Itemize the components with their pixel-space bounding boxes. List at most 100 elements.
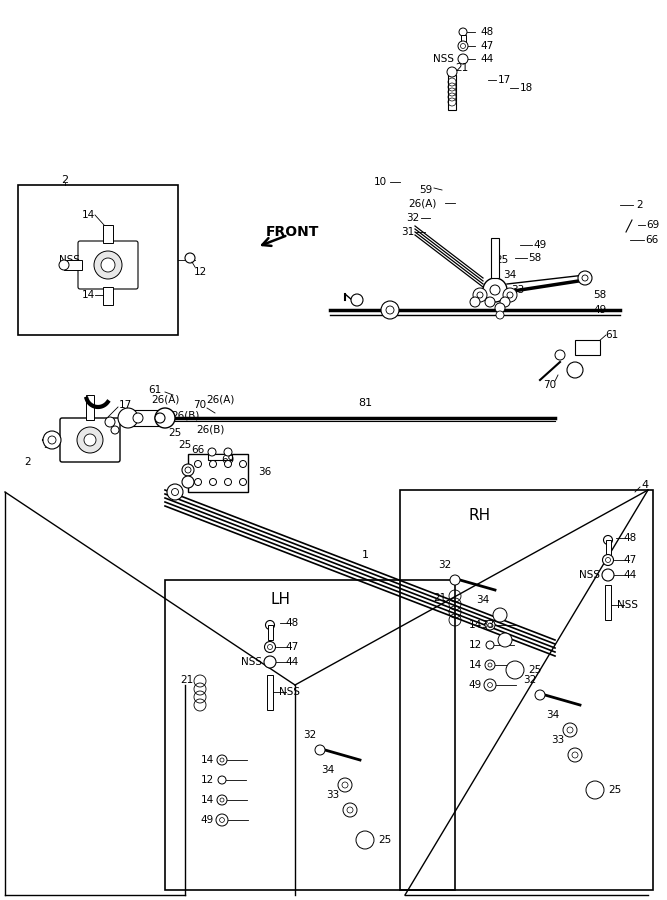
Circle shape: [470, 297, 480, 307]
Text: 14: 14: [200, 795, 213, 805]
Circle shape: [604, 536, 612, 544]
Text: 12: 12: [193, 267, 207, 277]
Circle shape: [484, 679, 496, 691]
Bar: [64, 260, 82, 270]
Circle shape: [267, 644, 273, 650]
Text: 32: 32: [406, 213, 420, 223]
Text: 17: 17: [118, 400, 131, 410]
Text: 36: 36: [258, 467, 271, 477]
Circle shape: [582, 275, 588, 281]
Text: 25: 25: [178, 440, 191, 450]
Circle shape: [315, 745, 325, 755]
Circle shape: [101, 258, 115, 272]
Circle shape: [351, 294, 363, 306]
Text: LH: LH: [270, 592, 290, 608]
Text: 25: 25: [528, 665, 542, 675]
Bar: [605, 585, 611, 620]
Circle shape: [167, 484, 183, 500]
Text: 17: 17: [498, 75, 511, 85]
Text: 2: 2: [25, 457, 31, 467]
Circle shape: [225, 461, 231, 467]
Circle shape: [195, 479, 201, 485]
Bar: [448, 75, 456, 110]
Circle shape: [219, 817, 224, 823]
Text: 14: 14: [468, 620, 482, 630]
Text: 4: 4: [642, 480, 648, 490]
Text: 44: 44: [480, 54, 494, 64]
Text: 47: 47: [285, 642, 299, 652]
Circle shape: [343, 803, 357, 817]
Circle shape: [118, 408, 138, 428]
Bar: [103, 287, 113, 305]
Text: 18: 18: [131, 413, 145, 423]
Circle shape: [209, 479, 217, 485]
Circle shape: [488, 682, 492, 688]
Circle shape: [185, 467, 191, 473]
Circle shape: [458, 54, 468, 64]
Text: 69: 69: [221, 455, 235, 465]
Text: 49: 49: [200, 815, 213, 825]
Circle shape: [342, 782, 348, 788]
Text: 34: 34: [476, 595, 490, 605]
Text: 58: 58: [594, 290, 606, 300]
Circle shape: [105, 417, 115, 427]
Circle shape: [208, 448, 216, 456]
Text: 12: 12: [468, 640, 482, 650]
Text: 33: 33: [512, 285, 525, 295]
Bar: [188, 454, 248, 492]
Text: 47: 47: [480, 41, 494, 51]
Text: 2: 2: [61, 175, 69, 185]
Text: 32: 32: [524, 675, 537, 685]
Bar: [165, 580, 455, 890]
Bar: [267, 625, 273, 640]
Text: 61: 61: [148, 385, 161, 395]
Circle shape: [381, 301, 399, 319]
Circle shape: [485, 620, 495, 630]
Text: 34: 34: [546, 710, 560, 720]
Text: FRONT: FRONT: [265, 225, 319, 239]
Bar: [103, 225, 113, 243]
Text: 44: 44: [285, 657, 299, 667]
Text: 21: 21: [456, 63, 469, 73]
Circle shape: [460, 43, 466, 49]
Circle shape: [220, 758, 224, 762]
Circle shape: [450, 575, 460, 585]
Text: 48: 48: [480, 27, 494, 37]
Circle shape: [483, 278, 507, 302]
Text: NSS: NSS: [59, 255, 81, 265]
Circle shape: [182, 476, 194, 488]
Circle shape: [586, 781, 604, 799]
Text: 21: 21: [434, 593, 447, 603]
Circle shape: [506, 661, 524, 679]
Circle shape: [572, 752, 578, 758]
Text: 33: 33: [552, 735, 565, 745]
FancyBboxPatch shape: [78, 241, 138, 289]
Circle shape: [578, 271, 592, 285]
Text: 25: 25: [378, 835, 392, 845]
Text: 58: 58: [528, 253, 542, 263]
Text: 70: 70: [544, 380, 556, 390]
Text: 48: 48: [285, 618, 299, 628]
Circle shape: [485, 297, 495, 307]
Circle shape: [217, 755, 227, 765]
Circle shape: [602, 569, 614, 581]
Circle shape: [265, 642, 275, 652]
FancyBboxPatch shape: [60, 418, 120, 462]
Circle shape: [602, 554, 614, 565]
Circle shape: [48, 436, 56, 444]
Bar: [86, 395, 94, 420]
Text: 25: 25: [608, 785, 622, 795]
Circle shape: [155, 413, 165, 423]
Text: 66: 66: [191, 445, 205, 455]
Text: 44: 44: [624, 570, 636, 580]
Text: 47: 47: [624, 555, 636, 565]
Circle shape: [94, 251, 122, 279]
Text: 34: 34: [504, 270, 517, 280]
Circle shape: [447, 67, 457, 77]
Circle shape: [498, 633, 512, 647]
Text: 26(A): 26(A): [206, 395, 234, 405]
Circle shape: [171, 489, 179, 496]
Circle shape: [265, 620, 275, 629]
Circle shape: [220, 798, 224, 802]
Circle shape: [195, 461, 201, 467]
